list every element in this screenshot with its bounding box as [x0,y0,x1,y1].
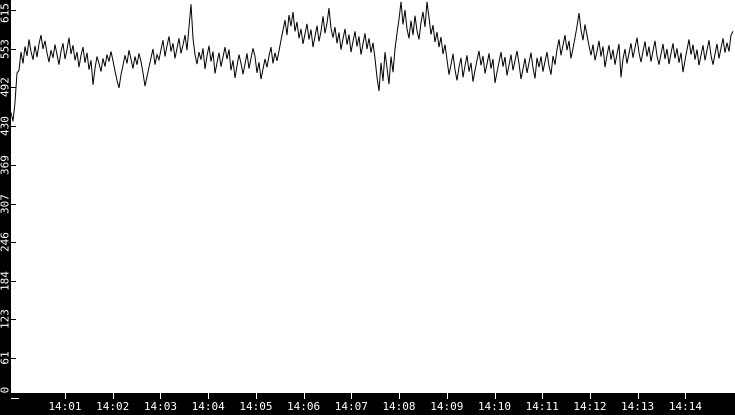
y-tick [11,87,16,89]
x-tick [685,393,687,399]
y-tick [11,164,16,166]
x-tick [65,393,66,399]
y-tick-label: 615 [0,3,12,23]
y-tick [11,10,16,11]
y-tick-label: 0 [0,387,12,394]
x-tick-label: 14:02 [96,400,130,413]
y-tick-label: 430 [0,116,12,137]
x-tick [351,393,353,399]
x-axis-bar [0,393,735,415]
x-tick-label: 14:10 [477,400,512,413]
y-tick-label: 369 [0,154,12,175]
y-tick [11,280,16,282]
x-tick-label: 14:06 [287,400,321,413]
x-tick-label: 14:07 [334,400,368,413]
x-tick [303,393,305,399]
x-tick-label: 14:08 [382,400,416,413]
y-tick [11,126,16,128]
x-tick-label: 14:05 [239,400,273,413]
y-tick [11,49,16,50]
data-series-line [10,1,734,122]
y-tick [11,319,16,321]
x-tick [494,393,496,399]
x-tick-label: 14:14 [668,400,702,413]
x-tick [112,393,114,399]
y-tick [11,242,16,243]
x-tick-label: 14:04 [191,400,225,413]
y-tick-label: 307 [0,193,12,214]
x-tick-label: 14:12 [573,400,607,413]
x-tick [446,393,448,399]
y-tick-label: 184 [0,270,12,291]
x-tick [208,393,210,399]
y-tick-label: 492 [0,77,12,98]
x-tick [637,393,639,399]
x-tick-label: 14:13 [621,400,655,413]
x-tick-label: 14:09 [430,400,464,413]
y-axis-bar [0,0,11,415]
x-tick [542,393,544,399]
y-tick-label: 246 [0,232,12,252]
y-tick [11,397,19,399]
x-tick [255,393,257,399]
y-tick [11,358,16,360]
x-tick [399,393,400,399]
x-tick-label: 14:01 [48,400,82,413]
x-tick [589,393,591,399]
y-tick-label: 123 [0,309,12,330]
y-tick-label: 61 [0,351,12,365]
y-tick [11,203,16,205]
x-tick-label: 14:03 [143,400,177,413]
x-tick [160,393,162,399]
x-tick-label: 14:11 [525,400,559,413]
y-tick-label: 553 [0,39,12,59]
